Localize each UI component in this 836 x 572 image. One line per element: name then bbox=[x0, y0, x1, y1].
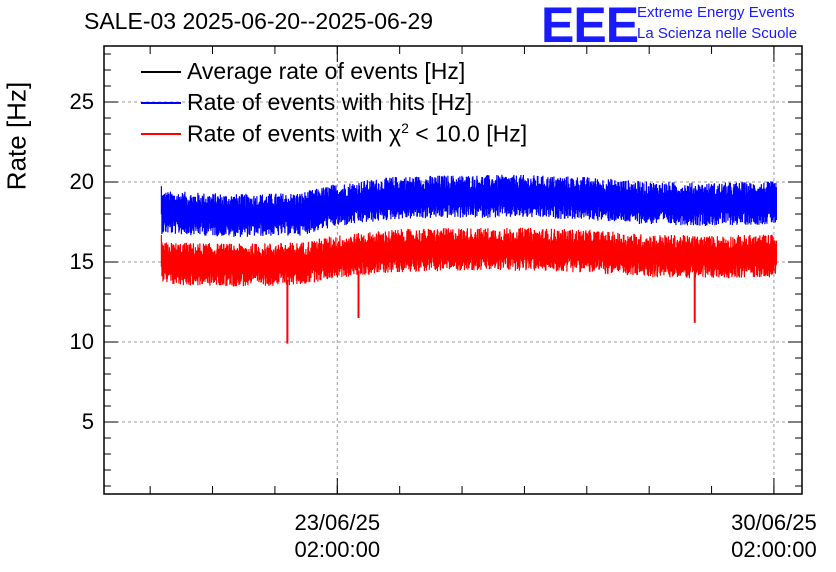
legend-label-average: Average rate of events [Hz] bbox=[187, 58, 466, 84]
legend-chi2-symbol: χ bbox=[389, 120, 402, 147]
logo-caption-line2: La Scienza nelle Scuole bbox=[637, 25, 798, 42]
logo-caption-line1: Extreme Energy Events bbox=[637, 4, 795, 21]
plot-frame bbox=[103, 45, 803, 495]
x-tick-time: 02:00:00 bbox=[731, 537, 817, 562]
x-tick-label: 30/06/25 02:00:00 bbox=[704, 509, 836, 563]
series-trace-0 bbox=[160, 174, 777, 237]
series-trace-1 bbox=[160, 227, 777, 287]
legend-chi2-prefix: Rate of events with bbox=[187, 120, 389, 147]
legend-swatch-average bbox=[141, 71, 181, 73]
x-tick-label: 23/06/25 02:00:00 bbox=[267, 509, 407, 563]
x-tick-date: 23/06/25 bbox=[294, 510, 381, 535]
y-tick-label: 15 bbox=[69, 249, 94, 274]
y-tick-label: 10 bbox=[69, 329, 94, 354]
y-tick-label: 5 bbox=[81, 409, 94, 434]
y-tick-label: 20 bbox=[69, 169, 94, 194]
chart-title: SALE-03 2025-06-20--2025-06-29 bbox=[84, 8, 434, 34]
legend-label-hits: Rate of events with hits [Hz] bbox=[187, 89, 473, 115]
legend-swatch-hits bbox=[141, 102, 181, 104]
x-tick-time: 02:00:00 bbox=[294, 537, 381, 562]
eee-logo: EEE bbox=[541, 0, 639, 53]
y-tick-label: 25 bbox=[69, 89, 94, 114]
y-axis-label-box: Rate [Hz] bbox=[2, 82, 32, 190]
data-series bbox=[160, 174, 777, 344]
legend-chi2-suffix: < 10.0 [Hz] bbox=[408, 120, 528, 147]
axis-ticks bbox=[104, 46, 802, 494]
legend-label-chi2: Rate of events with χ2 < 10.0 [Hz] bbox=[187, 120, 527, 148]
x-tick-date: 30/06/25 bbox=[731, 510, 817, 535]
legend-swatch-chi2 bbox=[141, 133, 181, 135]
legend-chi2-sup: 2 bbox=[401, 120, 409, 136]
y-axis-label: Rate [Hz] bbox=[1, 81, 32, 191]
